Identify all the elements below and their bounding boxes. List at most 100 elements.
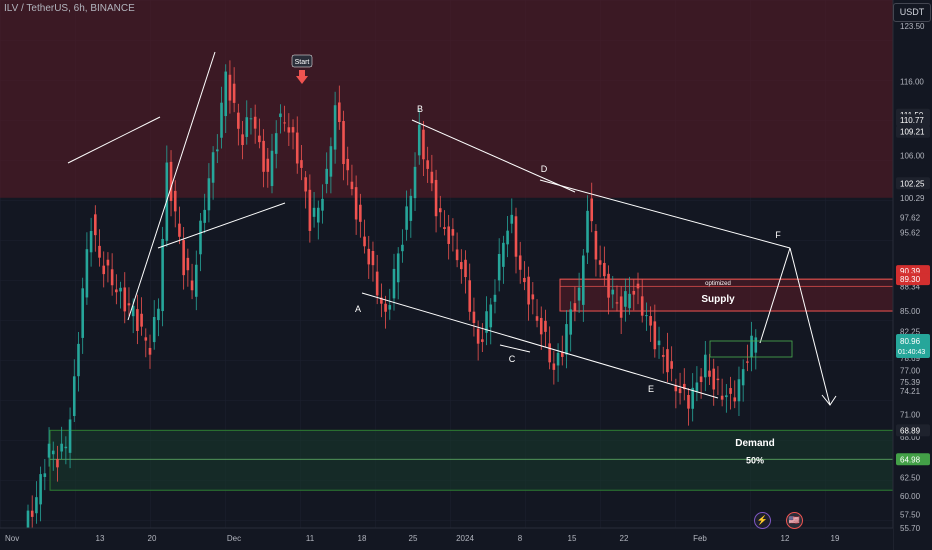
candle: [316, 200, 320, 240]
trendline[interactable]: [157, 202, 286, 249]
currency-selector[interactable]: USDT: [893, 3, 931, 22]
candle: [173, 180, 177, 228]
candle: [611, 276, 615, 309]
symbol-title[interactable]: ILV / TetherUS, 6h, BINANCE: [4, 3, 135, 14]
event-lightning-icon[interactable]: ⚡: [754, 512, 771, 529]
candle: [422, 121, 425, 176]
candle: [741, 359, 745, 402]
candle: [535, 299, 539, 328]
candle: [506, 216, 509, 258]
candle: [598, 245, 602, 278]
trendline[interactable]: [789, 247, 831, 406]
candle: [615, 285, 619, 312]
trendline[interactable]: [759, 247, 791, 344]
trendline[interactable]: [361, 292, 719, 399]
y-tick-label: 106.00: [900, 152, 925, 161]
candle: [157, 298, 160, 337]
candle: [152, 300, 156, 350]
price-badge-label: 102.25: [900, 179, 925, 188]
candle: [94, 205, 97, 252]
candle: [106, 252, 110, 283]
candle: [413, 152, 417, 212]
candle: [661, 346, 665, 374]
candle: [552, 350, 556, 385]
candle: [295, 116, 299, 174]
candle: [300, 145, 303, 181]
candle: [502, 235, 505, 284]
candle: [577, 272, 581, 313]
y-tick-label: 116.00: [900, 77, 924, 86]
candle: [140, 297, 143, 336]
last-price-badge: 80.96 01:40:43: [896, 333, 930, 358]
candle: [375, 254, 379, 305]
time-axis[interactable]: [0, 528, 893, 550]
x-tick-label: 15: [568, 534, 577, 543]
candle: [556, 343, 560, 382]
trendline[interactable]: [411, 119, 576, 193]
trendline[interactable]: [539, 179, 791, 249]
event-flag-icon[interactable]: 🇺🇸: [786, 512, 803, 529]
candle: [115, 274, 118, 305]
y-tick-label: 55.70: [900, 524, 921, 533]
price-badge: 109.21: [896, 125, 930, 138]
trendline[interactable]: [499, 344, 531, 353]
projection-arrowhead: [821, 394, 837, 406]
trendline[interactable]: [67, 116, 161, 164]
x-tick-label: 25: [409, 534, 418, 543]
candle: [47, 427, 51, 467]
candle: [110, 253, 114, 296]
candle: [401, 229, 404, 263]
candle: [720, 378, 724, 407]
candle: [489, 298, 493, 345]
candle: [68, 407, 72, 469]
price-badge-label: 64.98: [900, 455, 921, 464]
candle: [729, 376, 732, 410]
candle: [346, 146, 350, 186]
price-badge-label: 90.39: [900, 267, 921, 276]
candle: [518, 241, 522, 284]
trendline[interactable]: [127, 51, 216, 321]
y-tick-label: 100.29: [900, 194, 925, 203]
x-tick-label: 13: [96, 534, 105, 543]
candle: [392, 253, 396, 311]
candle: [237, 103, 240, 146]
candle: [497, 238, 501, 292]
candle: [211, 146, 215, 200]
candle: [136, 294, 139, 345]
candle: [746, 344, 749, 372]
candle: [443, 210, 446, 236]
candle: [573, 286, 577, 322]
x-tick-label: Dec: [227, 534, 241, 543]
candle: [754, 329, 758, 370]
candle: [325, 152, 328, 194]
candle: [182, 226, 185, 290]
y-tick-label: 123.50: [900, 22, 925, 31]
candle: [359, 193, 362, 238]
candle: [148, 334, 152, 369]
candle: [704, 340, 707, 392]
candle: [304, 171, 307, 209]
y-tick-label: 82.25: [900, 327, 921, 336]
candle: [426, 146, 429, 183]
candle: [241, 120, 244, 160]
candle: [674, 378, 678, 409]
candle: [279, 104, 282, 134]
candle: [245, 100, 249, 145]
x-tick-label: Nov: [5, 534, 19, 543]
candle: [455, 232, 459, 268]
x-tick-label: 12: [781, 534, 790, 543]
candle: [582, 249, 585, 322]
candle: [527, 266, 530, 321]
breakout-box[interactable]: [709, 340, 793, 358]
candle: [199, 213, 202, 272]
candle: [460, 249, 463, 284]
demand-mid-label: 50%: [746, 455, 764, 465]
y-tick-label: 75.39: [900, 378, 921, 387]
price-badge: 110.77: [896, 114, 930, 127]
candle: [472, 297, 476, 337]
candle: [607, 265, 610, 315]
candle: [405, 190, 408, 241]
candle: [39, 466, 42, 522]
y-tick-label: 88.34: [900, 282, 921, 291]
